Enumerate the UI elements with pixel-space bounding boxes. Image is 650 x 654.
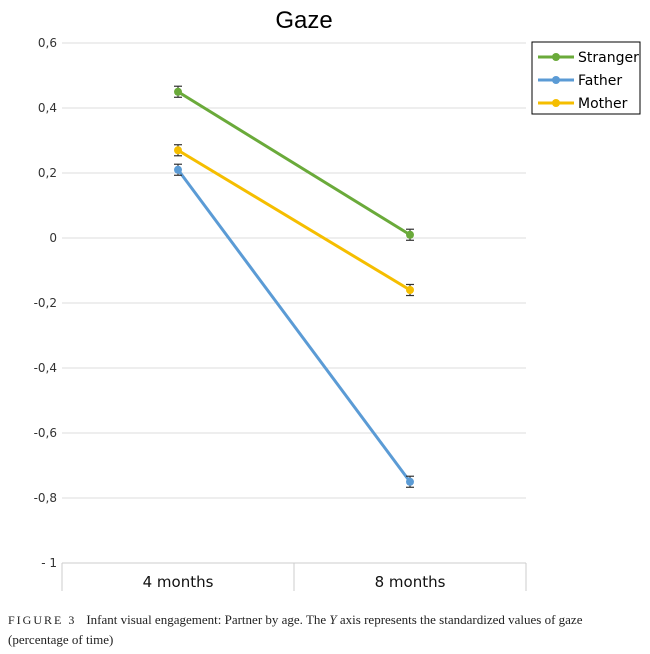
caption-text-end: axis represents the standardized values … [8,612,583,647]
figure-caption: FIGURE 3 Infant visual engagement: Partne… [8,610,644,650]
y-tick-label: -0,8 [34,491,57,505]
y-tick-label: -0,2 [34,296,57,310]
gaze-chart: Gaze 0,6 0,4 0,2 0 -0,2 -0,4 -0,6 -0,8 - 1 4 mon… [34,7,641,591]
data-point-father [174,165,182,174]
x-tick-label: 4 months [143,573,214,591]
x-tick-label: 8 months [375,573,446,591]
series-line-mother [177,148,411,292]
legend-marker-mother [552,99,560,107]
grid-lines: 0,6 0,4 0,2 0 -0,2 -0,4 -0,6 -0,8 - 1 [34,36,526,570]
y-tick-label: 0,6 [38,36,57,50]
data-point-stranger [406,230,414,239]
data-point-father [406,477,414,486]
legend-label-stranger: Stranger [578,50,639,66]
data-point-mother [174,146,182,155]
legend-label-mother: Mother [578,96,628,112]
plot-series [174,85,414,488]
y-tick-label: - 1 [41,556,57,570]
legend-marker-stranger [552,53,560,61]
series-line-father [176,168,412,483]
y-tick-label: 0,4 [38,101,57,115]
chart-title: Gaze [275,7,332,34]
legend-marker-father [552,76,560,84]
legend: Stranger Father Mother [531,41,641,115]
series-line-stranger [177,90,411,237]
caption-text: Infant visual engagement: Partner by age… [86,612,330,627]
y-tick-label: -0,4 [34,361,57,375]
legend-label-father: Father [578,73,622,89]
data-point-mother [406,286,414,294]
figure-label: FIGURE 3 [8,613,77,627]
data-point-stranger [174,87,182,96]
y-tick-label: 0,2 [38,166,57,180]
x-axis: 4 months 8 months [61,562,527,591]
y-tick-label: -0,6 [34,426,57,440]
y-tick-label: 0 [49,231,57,245]
caption-y-letter: Y [329,612,337,627]
